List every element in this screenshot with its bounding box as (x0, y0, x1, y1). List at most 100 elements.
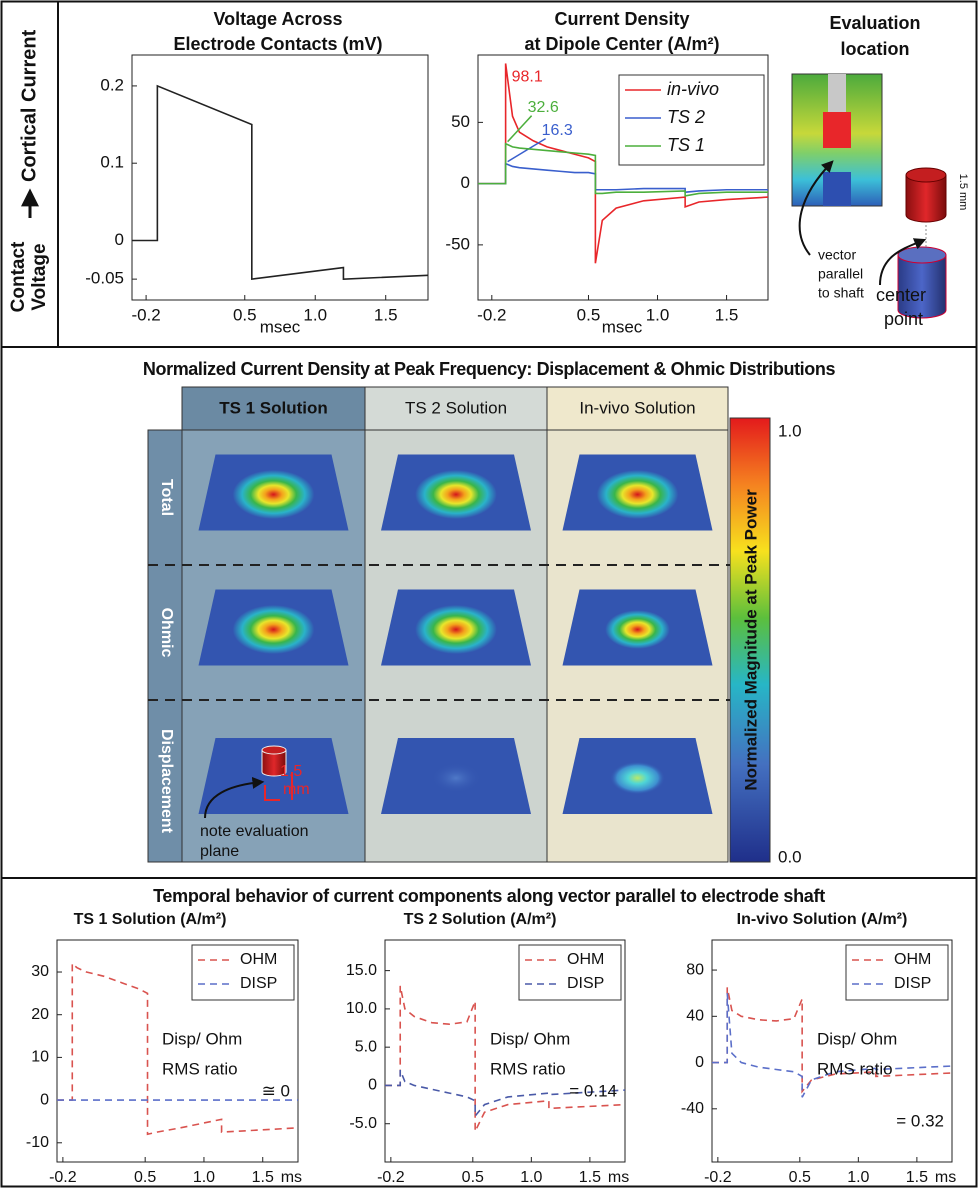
size-note: 1.5 (280, 763, 302, 780)
x-axis-label: ms (281, 1169, 302, 1186)
legend-label: in-vivo (667, 79, 719, 99)
x-tick-label: 0.5 (233, 305, 257, 324)
arrow (204, 776, 265, 819)
heatmap-blob (431, 763, 481, 793)
heatmap-blob (226, 466, 321, 523)
y-tick-label: -5.0 (349, 1115, 377, 1132)
x-tick-label: 1.5 (579, 1169, 601, 1186)
y-tick-label: 0.2 (100, 75, 124, 94)
colorbar (729, 417, 771, 863)
bracket (264, 772, 293, 801)
x-tick-label: 1.0 (520, 1169, 542, 1186)
series-line (132, 84, 428, 281)
chart-title: Electrode Contacts (mV) (173, 34, 382, 54)
chart-title: TS 2 Solution (A/m²) (404, 911, 557, 928)
cylinder-top (261, 745, 287, 755)
x-tick-label: 0.5 (462, 1169, 484, 1186)
row-header: Ohmic (158, 608, 175, 658)
panel-title: Normalized Current Density at Peak Frequ… (143, 359, 836, 379)
note: point (884, 309, 923, 329)
legend-label: OHM (240, 951, 277, 968)
x-tick-label: -0.2 (477, 305, 506, 324)
legend-label: OHM (567, 951, 604, 968)
x-tick-label: 1.5 (906, 1169, 928, 1186)
left-label: Contact Voltage Cortical Current (8, 29, 50, 312)
y-tick-label: 40 (686, 1008, 704, 1025)
evaluation-panel: Evaluation location 1.5 mm vector parall… (791, 13, 969, 329)
y-tick-label: 0 (461, 173, 470, 192)
size-note: 1.5 mm (957, 174, 969, 211)
column-header: TS 2 Solution (405, 398, 507, 417)
x-tick-label: 1.0 (193, 1169, 215, 1186)
chart-title: Voltage Across (213, 9, 342, 29)
peak-label: 16.3 (542, 122, 573, 139)
cylinder (261, 750, 287, 777)
x-tick-label: 1.0 (646, 305, 670, 324)
peak-label: 98.1 (512, 69, 543, 86)
x-axis-label: ms (608, 1169, 629, 1186)
annotation: Disp/ Ohm (490, 1029, 570, 1048)
x-tick-label: 0.5 (577, 305, 601, 324)
cylinder-blue (897, 255, 947, 319)
series-line (385, 1069, 625, 1119)
chart-title: In-vivo Solution (A/m²) (737, 911, 908, 928)
annotation: RMS ratio (490, 1059, 566, 1078)
annotation: RMS ratio (817, 1059, 893, 1078)
x-tick-label: 1.5 (252, 1169, 274, 1186)
y-tick-label: 0 (695, 1054, 704, 1071)
annotation: ≅ 0 (262, 1081, 290, 1100)
section-title: Temporal behavior of current components … (153, 886, 825, 906)
panel-title: Evaluation (829, 13, 920, 33)
y-tick-label: 80 (686, 961, 704, 978)
annotation: = 0.32 (896, 1111, 944, 1130)
x-axis-label: msec (602, 317, 643, 336)
cylinder-top (897, 246, 947, 264)
plot-frame (131, 54, 429, 301)
label-to: Cortical Current (18, 29, 40, 182)
x-tick-label: -0.2 (49, 1169, 77, 1186)
annotation: RMS ratio (162, 1059, 238, 1078)
legend-label: OHM (894, 951, 931, 968)
heatmap-blob (610, 761, 665, 795)
colorbar-max: 1.0 (778, 421, 802, 440)
x-tick-label: -0.2 (131, 305, 160, 324)
panel-title: location (840, 39, 909, 59)
chart-title: TS 1 Solution (A/m²) (74, 911, 227, 928)
x-tick-label: 1.0 (303, 305, 327, 324)
legend-label: DISP (567, 975, 604, 992)
heatmap-blob (590, 466, 685, 523)
y-tick-label: 5.0 (355, 1038, 377, 1055)
distribution-panel: Normalized Current Density at Peak Frequ… (143, 359, 836, 867)
note: vector (818, 247, 856, 263)
heatmap-blob (600, 607, 675, 652)
y-tick-label: 0 (368, 1077, 377, 1094)
column-header: TS 1 Solution (219, 398, 328, 417)
y-tick-label: 20 (31, 1006, 49, 1023)
note: center (876, 285, 926, 305)
y-tick-label: -40 (681, 1100, 704, 1117)
y-tick-label: 15.0 (346, 962, 377, 979)
label-from: Contact (8, 241, 29, 312)
legend-box (518, 944, 622, 1001)
chart: TS 1 Solution (A/m²) 30 20 10 0 -10 -0.2 0.5 1.0… (26, 911, 302, 1186)
row-header: Displacement (158, 729, 175, 834)
x-tick-label: 1.5 (374, 305, 398, 324)
chart: TS 2 Solution (A/m²) 15.0 10.0 5.0 0 -5.0 -0.2… (346, 911, 629, 1186)
x-tick-label: 1.5 (715, 305, 739, 324)
peak-pointer (507, 138, 547, 163)
arrow (879, 238, 927, 286)
series-line (385, 985, 625, 1132)
legend-label: DISP (240, 975, 277, 992)
x-tick-label: 0.5 (789, 1169, 811, 1186)
peak-label: 32.6 (528, 99, 559, 116)
y-tick-label: 10.0 (346, 1000, 377, 1017)
legend-label: TS 2 (667, 107, 705, 127)
y-tick-label: -10 (26, 1134, 49, 1151)
y-tick-label: 0.1 (100, 153, 124, 172)
chart-title: Current Density (554, 9, 689, 29)
legend-box (845, 944, 949, 1001)
heatmap-blob (408, 601, 504, 658)
y-tick-label: -0.05 (85, 269, 124, 288)
